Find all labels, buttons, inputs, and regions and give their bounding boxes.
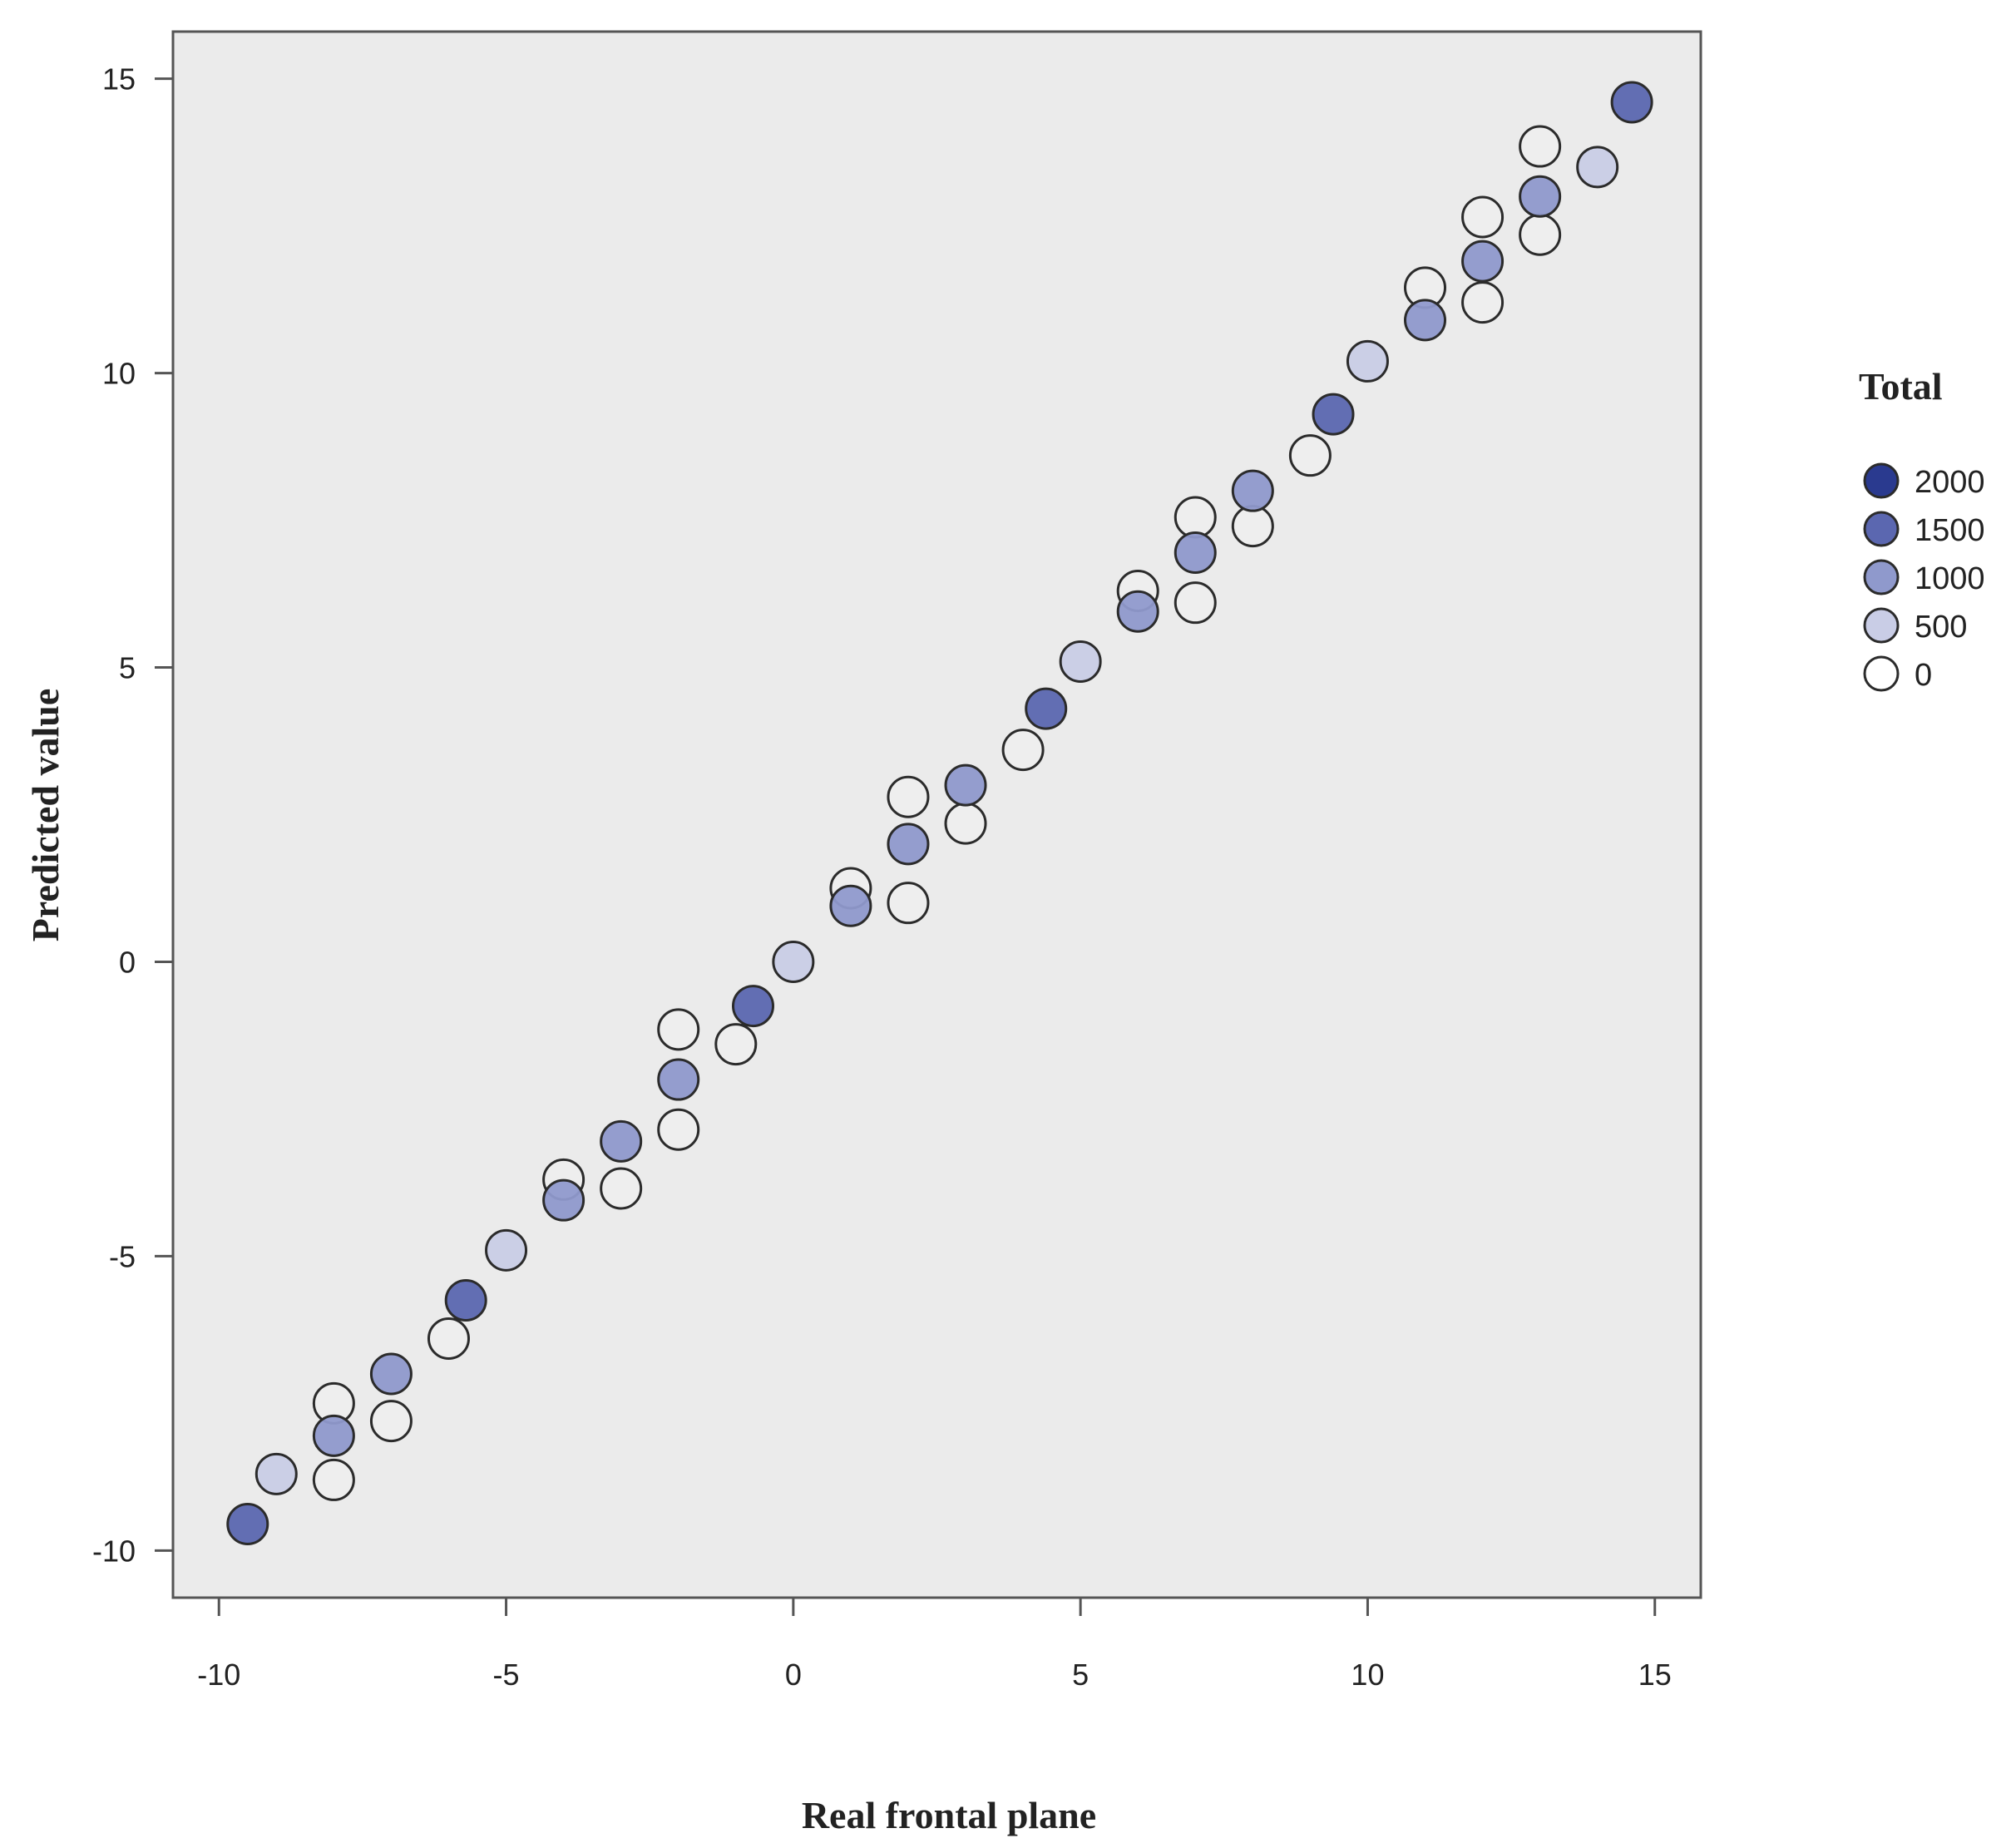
legend-swatch <box>1863 607 1900 644</box>
data-point <box>732 985 775 1028</box>
y-tick-label: 0 <box>119 945 136 979</box>
data-point <box>444 1279 487 1322</box>
y-tick-label: -5 <box>109 1239 136 1273</box>
x-tick-label: 0 <box>785 1658 802 1692</box>
y-axis-ticks: -10 -5 0 5 10 15 <box>92 62 173 1568</box>
data-point <box>1519 125 1562 168</box>
data-point <box>657 1008 700 1051</box>
legend-label: 500 <box>1915 610 1967 645</box>
data-point <box>1173 531 1217 574</box>
data-point <box>1576 146 1619 189</box>
data-point <box>600 1119 643 1163</box>
data-point <box>657 1108 700 1151</box>
data-point <box>1519 213 1562 256</box>
data-point <box>887 882 930 925</box>
data-point <box>312 1414 355 1457</box>
data-point <box>1288 434 1332 477</box>
x-tick-label: 10 <box>1351 1658 1384 1692</box>
data-point <box>944 763 987 807</box>
x-tick-label: -10 <box>197 1658 240 1692</box>
data-point <box>1404 299 1447 342</box>
data-point <box>226 1503 269 1546</box>
data-point <box>829 884 872 927</box>
data-points <box>226 81 1653 1546</box>
data-point <box>1173 581 1217 625</box>
data-point <box>1231 469 1274 512</box>
data-point <box>1519 175 1562 218</box>
data-point <box>887 823 930 866</box>
x-tick-label: -5 <box>493 1658 520 1692</box>
y-tick-label: 15 <box>102 62 136 96</box>
legend-entries: 2000 1500 1000 500 0 <box>1863 462 1985 693</box>
legend-label: 1500 <box>1915 513 1985 548</box>
data-point <box>1173 496 1217 539</box>
data-point <box>1610 81 1653 124</box>
data-point <box>600 1167 643 1210</box>
x-tick-label: 15 <box>1638 1658 1672 1692</box>
legend-swatch <box>1863 559 1900 595</box>
data-point <box>1025 687 1068 730</box>
data-point <box>714 1023 758 1066</box>
y-axis-title: Predicted value <box>24 689 67 941</box>
legend: Total 2000 1500 1000 500 0 <box>1859 365 1985 693</box>
data-point <box>1059 640 1102 683</box>
x-axis-title: Real frontal plane <box>802 1794 1096 1836</box>
data-point <box>887 775 930 818</box>
y-tick-label: 5 <box>119 651 136 685</box>
data-point <box>1461 195 1505 239</box>
y-tick-label: -10 <box>92 1534 136 1568</box>
data-point <box>542 1178 586 1222</box>
data-point <box>772 940 815 983</box>
data-point <box>1461 281 1505 324</box>
data-point <box>1346 339 1389 383</box>
data-point <box>254 1452 298 1495</box>
data-point <box>944 802 987 845</box>
data-point <box>485 1228 528 1272</box>
legend-label: 1000 <box>1915 561 1985 596</box>
legend-label: 2000 <box>1915 465 1985 500</box>
data-point <box>1312 393 1355 436</box>
legend-title: Total <box>1859 365 1943 408</box>
legend-swatch <box>1863 511 1900 547</box>
data-point <box>369 1352 413 1396</box>
legend-label: 0 <box>1915 658 1932 693</box>
data-point <box>427 1317 470 1361</box>
data-point <box>657 1058 700 1101</box>
x-tick-label: 5 <box>1072 1658 1089 1692</box>
data-point <box>1001 729 1045 772</box>
data-point <box>312 1458 355 1501</box>
data-point <box>1461 240 1505 283</box>
legend-swatch <box>1863 655 1900 692</box>
x-axis-ticks: -10 -5 0 5 10 15 <box>197 1598 1672 1692</box>
y-tick-label: 10 <box>102 357 136 391</box>
legend-swatch <box>1863 462 1900 499</box>
data-point <box>1116 590 1159 633</box>
data-point <box>369 1400 413 1443</box>
data-point <box>1231 505 1274 548</box>
